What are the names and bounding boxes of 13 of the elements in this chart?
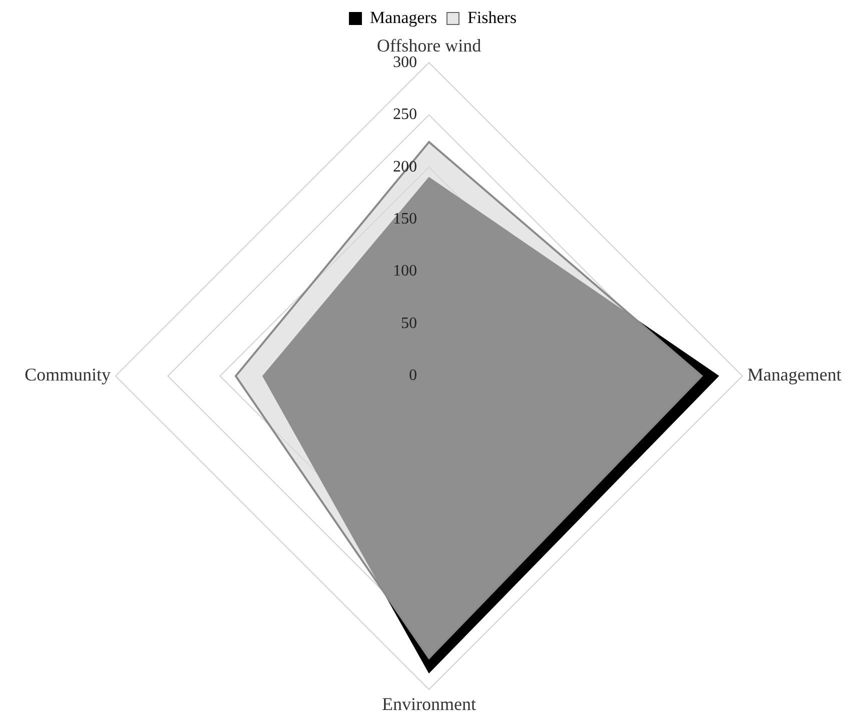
y-tick-label: 200 — [393, 158, 417, 176]
y-tick-label: 100 — [393, 262, 417, 280]
y-tick-label: 50 — [401, 314, 417, 332]
y-tick-label: 300 — [393, 54, 417, 71]
spoke-label: Environment — [382, 694, 476, 714]
y-tick-label: 0 — [409, 367, 417, 384]
spoke-label: Community — [24, 364, 111, 385]
y-tick-label: 150 — [393, 210, 417, 228]
spoke-label: Offshore wind — [376, 36, 482, 56]
spoke-label: Management — [747, 364, 842, 385]
y-tick-label: 250 — [393, 106, 417, 124]
legend-label: Managers — [370, 8, 437, 27]
legend-label: Fishers — [467, 8, 517, 27]
